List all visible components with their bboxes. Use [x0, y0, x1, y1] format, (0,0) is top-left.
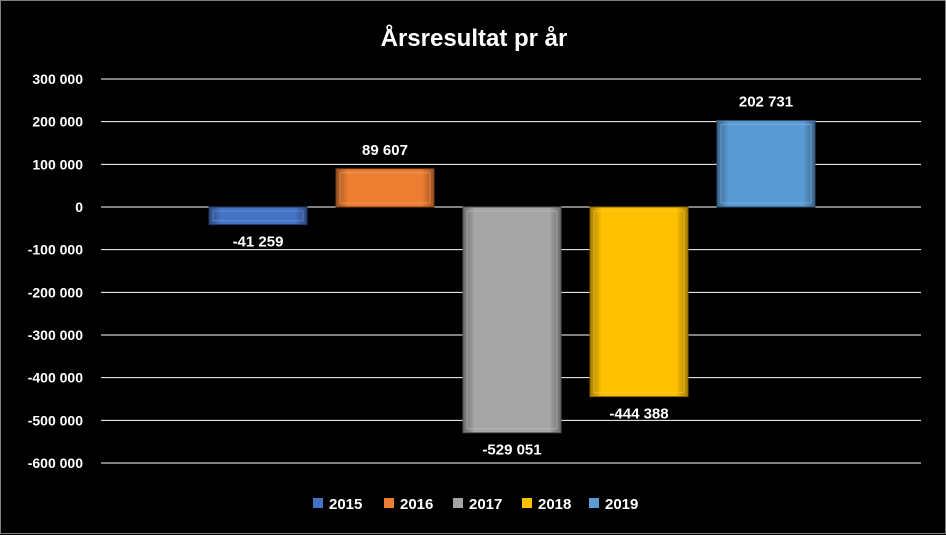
bar-2019	[716, 120, 816, 208]
legend-swatch-2016	[384, 498, 394, 508]
data-label-2015: -41 259	[233, 234, 284, 251]
bar-bevel	[339, 172, 431, 204]
bar-2016	[335, 168, 435, 208]
legend-label-2017: 2017	[469, 496, 502, 513]
bar-2018	[589, 206, 689, 398]
y-tick-label: -300 000	[28, 327, 83, 343]
y-axis: 300 000 200 000 100 000 0 -100 000 -200 000 -3…	[28, 71, 83, 471]
data-label-2019: 202 731	[739, 94, 793, 111]
y-tick-label: -400 000	[28, 370, 83, 386]
y-tick-label: 0	[75, 199, 83, 215]
legend-swatch-2017	[453, 498, 463, 508]
y-tick-label: 100 000	[32, 156, 83, 172]
y-tick-label: -500 000	[28, 412, 83, 428]
legend-swatch-2019	[589, 498, 599, 508]
bars	[208, 120, 816, 434]
legend-swatch-2018	[522, 498, 532, 508]
legend-swatch-2015	[313, 498, 323, 508]
y-tick-label: 200 000	[32, 114, 83, 130]
chart-title: Årsresultat pr år	[381, 24, 568, 52]
y-tick-label: -200 000	[28, 284, 83, 300]
data-label-2017: -529 051	[482, 442, 541, 459]
legend-label-2015: 2015	[329, 496, 362, 513]
legend-label-2016: 2016	[400, 496, 433, 513]
data-label-2018: -444 388	[609, 406, 668, 423]
bar-2017	[462, 206, 562, 434]
bar-bevel	[466, 210, 558, 430]
legend-label-2019: 2019	[605, 496, 638, 513]
bar-bevel	[720, 124, 812, 204]
data-label-2016: 89 607	[362, 142, 408, 159]
data-labels: -41 259 89 607 -529 051 -444 388 202 731	[233, 94, 794, 459]
legend-label-2018: 2018	[538, 496, 571, 513]
bar-bevel	[593, 210, 685, 394]
y-tick-label: -600 000	[28, 455, 83, 471]
y-tick-label: -100 000	[28, 242, 83, 258]
legend: 2015 2016 2017 2018 2019	[313, 496, 638, 513]
bar-bevel	[212, 210, 304, 222]
y-tick-label: 300 000	[32, 71, 83, 87]
bar-2015	[208, 206, 308, 226]
